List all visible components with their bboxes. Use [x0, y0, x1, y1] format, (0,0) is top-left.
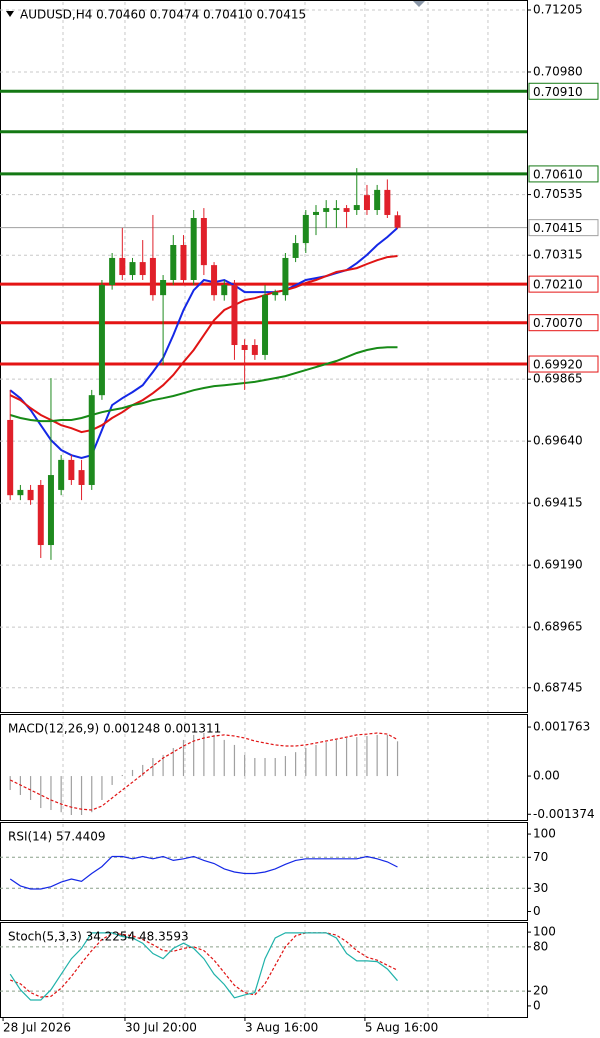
candle-body	[353, 205, 360, 211]
candle-body	[109, 257, 116, 285]
candle-body	[363, 195, 370, 211]
y-tick-label: -0.001374	[533, 807, 595, 821]
level-label: 0.70210	[533, 278, 583, 292]
menu-arrow[interactable]	[6, 11, 14, 17]
candle-body	[68, 459, 75, 481]
candle-body	[17, 489, 24, 496]
panel-frame	[0, 822, 528, 921]
candle-body	[312, 211, 319, 215]
candle-body	[190, 218, 197, 280]
candle-body	[333, 208, 340, 211]
last-price-box	[528, 219, 599, 237]
candle-body	[170, 245, 177, 280]
y-tick-label: 0.69415	[533, 496, 583, 510]
x-tick-label: 3 Aug 16:00	[245, 1021, 318, 1035]
panel-frame	[0, 0, 528, 713]
indicator-line	[9, 732, 398, 811]
candle-body	[221, 284, 228, 296]
y-tick-label: 0.69190	[533, 558, 583, 572]
level-label: 0.70070	[533, 316, 583, 330]
y-tick-label: 30	[533, 881, 548, 895]
y-tick-label: 0.001763	[533, 720, 590, 734]
y-tick-label: 0	[533, 998, 541, 1012]
last-price-label: 0.70415	[533, 221, 583, 235]
level-label: 0.70910	[533, 85, 583, 99]
candle-body	[98, 284, 105, 396]
y-tick-label: 0.70980	[533, 64, 583, 78]
candle-body	[292, 243, 299, 258]
y-tick-label: 100	[533, 925, 556, 939]
y-tick-label: 0	[533, 904, 541, 918]
level-label: 0.69920	[533, 358, 583, 372]
x-tick-label: 28 Jul 2026	[3, 1021, 71, 1035]
indicator-line	[9, 855, 398, 890]
candle-body	[58, 459, 65, 490]
candle-body	[7, 419, 14, 496]
candle-body	[251, 345, 258, 355]
candle-body	[231, 284, 238, 346]
level-label: 0.70610	[533, 167, 583, 181]
candle-body	[262, 295, 269, 355]
candle-body	[200, 218, 207, 266]
x-tick-label: 30 Jul 20:00	[125, 1021, 197, 1035]
candle-body	[88, 395, 95, 485]
candle-body	[160, 279, 167, 296]
candle-body	[323, 208, 330, 212]
candle-body	[129, 262, 136, 276]
candle-body	[139, 262, 146, 276]
indicator-line	[9, 932, 398, 998]
candle-body	[149, 257, 156, 296]
indicator-line	[9, 932, 398, 1001]
candle-body	[119, 257, 126, 276]
y-tick-label: 0.71205	[533, 2, 583, 16]
moving-average	[9, 255, 398, 434]
y-tick-label: 0.70535	[533, 187, 583, 201]
indicator-title: RSI(14) 57.4409	[8, 830, 106, 844]
y-tick-label: 0.00	[533, 769, 560, 783]
panel-frame	[0, 922, 528, 1018]
candle-body	[78, 470, 85, 485]
chart-title: AUDUSD,H4 0.70460 0.70474 0.70410 0.7041…	[20, 8, 306, 22]
candle-body	[384, 189, 391, 215]
candle-body	[180, 245, 187, 280]
level-label-box	[528, 355, 599, 373]
y-tick-label: 0.68965	[533, 620, 583, 634]
level-label-box	[528, 314, 599, 332]
y-tick-label: 0.69640	[533, 434, 583, 448]
candle-body	[211, 265, 218, 296]
moving-average	[9, 346, 398, 423]
level-label-box	[528, 165, 599, 183]
candle-body	[37, 484, 44, 546]
y-tick-label: 100	[533, 827, 556, 841]
candle-body	[27, 489, 34, 501]
candle-body	[282, 257, 289, 296]
y-tick-label: 0.69865	[533, 372, 583, 386]
candle-body	[394, 215, 401, 228]
panel-frame	[0, 714, 528, 821]
y-tick-label: 70	[533, 850, 548, 864]
y-tick-label: 0.68745	[533, 680, 583, 694]
candle-body	[302, 214, 309, 244]
shift-marker	[412, 0, 426, 7]
indicator-title: MACD(12,26,9) 0.001248 0.001311	[8, 722, 221, 736]
indicator-title: Stoch(5,3,3) 34.2254 48.3593	[8, 930, 189, 944]
candle-body	[272, 292, 279, 296]
level-label-box	[528, 82, 599, 100]
x-tick-label: 5 Aug 16:00	[365, 1021, 438, 1035]
y-tick-label: 80	[533, 939, 548, 953]
candle-body	[241, 345, 248, 350]
candle-body	[374, 189, 381, 211]
y-tick-label: 20	[533, 984, 548, 998]
candle-body	[47, 475, 54, 546]
y-tick-label: 0.70315	[533, 248, 583, 262]
level-label-box	[528, 275, 599, 293]
candle-body	[343, 208, 350, 212]
